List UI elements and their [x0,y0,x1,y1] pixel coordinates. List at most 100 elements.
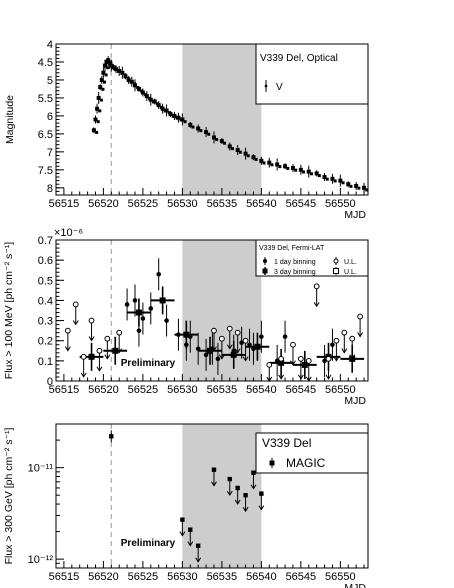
upper-limit-point [104,335,111,342]
data-point [223,141,227,145]
x-tick-label: 56550 [325,571,356,583]
data-point [338,178,343,183]
data-point [235,148,240,153]
data-point [98,85,103,90]
data-point [136,86,141,91]
data-point [309,172,313,176]
legend-title: V339 Del [262,436,311,450]
upper-limit-arrowhead [258,505,265,511]
data-point [160,106,165,111]
x-tick-label: 56540 [246,571,277,583]
preliminary-annotation: Preliminary [121,538,176,549]
data-point [215,138,219,142]
data-point [126,77,131,82]
plot-frame [55,239,369,382]
legend-entry: U.L. [344,269,357,276]
x-tick-label: 56525 [128,571,159,583]
data-point [362,185,367,190]
data-point [290,166,295,171]
upper-limit-point [278,355,285,362]
data-point [325,177,329,181]
upper-limit-point [242,337,249,344]
legend-marker [262,268,268,274]
x-tick-label: 56530 [167,571,198,583]
data-point [159,297,166,304]
upper-limit-arrowhead [96,366,103,372]
x-tick-label: 56520 [88,384,119,396]
upper-limit-arrowhead [72,320,79,326]
legend-title: V339 Del, Optical [260,53,338,64]
y-tick-label: 0.3 [38,316,53,328]
data-point [204,130,209,135]
data-point [136,328,142,333]
data-point [199,129,203,133]
legend: V339 Del MAGIC [255,432,369,474]
data-point [176,332,181,337]
data-point [330,176,335,181]
upper-limit-point [325,355,332,362]
data-point [354,184,359,189]
upper-limit-arrowhead [80,372,87,378]
upper-limit-arrowhead [333,356,340,362]
data-point [132,83,137,88]
upper-limit-arrowhead [116,348,123,354]
y-tick-label: 6 [47,111,53,123]
data-point [259,158,264,163]
y-tick-label: 5 [47,75,53,87]
data-point [195,543,201,548]
legend-entry: 3 day binning [274,269,316,276]
upper-limit-point [80,353,87,360]
data-point [135,309,142,316]
data-point [314,171,319,176]
upper-limit-arrowhead [211,346,217,352]
data-point [195,346,201,352]
data-point [156,103,161,108]
upper-limit-point [88,317,95,324]
data-point [132,298,138,303]
legend-box [255,43,369,105]
data-point [207,132,211,136]
data-point [104,73,108,77]
data-point [215,356,221,362]
data-point [91,128,96,133]
data-point [180,517,185,522]
upper-limit-arrowhead [325,374,332,380]
x-tick-label: 56515 [49,198,80,210]
upper-limit-arrowhead [195,557,202,563]
data-point [302,170,306,174]
data-point [183,120,187,124]
data-point [294,168,298,172]
data-point [275,162,280,167]
data-point [152,99,157,104]
y-tick-label: 0.6 [38,255,53,267]
x-tick-label: 56530 [167,198,198,210]
data-point [227,144,232,149]
data-point [148,97,153,102]
x-tick-label: 56515 [49,384,80,396]
shaded-range [182,424,262,568]
data-point [278,165,282,169]
x-axis-label: MJD [344,209,366,221]
y-axis-label: Flux > 300 GeV [ph cm⁻² s⁻¹] [3,428,15,565]
x-tick-label: 56535 [207,571,238,583]
x-tick-label: 56545 [286,198,317,210]
panel-2: 56515 56520 56525 56530 56535 56540 56545 56550… [3,227,369,407]
data-point [231,348,237,354]
upper-limit-arrowhead [104,354,111,360]
data-point [187,334,193,339]
data-point [286,166,290,170]
upper-limit-point [72,301,79,308]
data-point [333,179,337,183]
data-point [365,188,369,192]
x-tick-label: 56530 [167,384,198,396]
data-point [101,87,105,91]
upper-limit-arrowhead [226,490,233,497]
upper-limit-arrowhead [88,336,95,342]
data-point [191,125,195,129]
upper-limit-arrowhead [218,354,225,360]
legend-title: V339 Del, Fermi-LAT [259,245,325,252]
data-point [247,342,252,348]
upper-limit-point [116,329,123,336]
data-point [251,155,256,160]
